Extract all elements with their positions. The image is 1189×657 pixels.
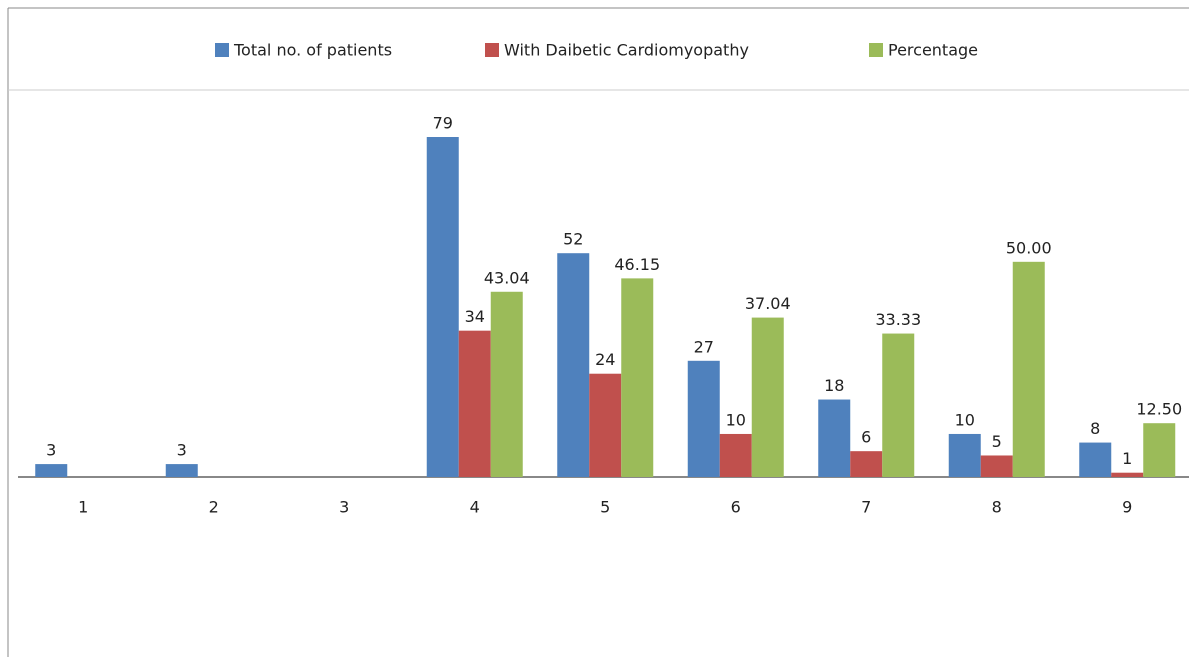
- data-label: 18: [824, 376, 844, 395]
- bar: [882, 333, 915, 477]
- data-label: 12.50: [1136, 400, 1182, 419]
- data-label: 3: [46, 441, 56, 460]
- x-tick-label: 3: [339, 498, 349, 517]
- data-label: 43.04: [484, 268, 530, 287]
- data-label: 27: [694, 337, 714, 356]
- bar: [1111, 472, 1144, 477]
- bar: [621, 278, 654, 477]
- x-tick-label: 7: [861, 498, 871, 517]
- bar: [490, 291, 523, 477]
- data-label: 46.15: [614, 255, 660, 274]
- data-label: 10: [955, 410, 975, 429]
- data-label: 34: [465, 307, 485, 326]
- legend-swatch: [485, 43, 499, 57]
- bar: [589, 373, 622, 477]
- bar: [948, 433, 981, 477]
- legend-label: Total no. of patients: [233, 41, 392, 60]
- data-label: 24: [595, 350, 615, 369]
- data-label: 50.00: [1006, 238, 1052, 257]
- x-tick-label: 6: [731, 498, 741, 517]
- bar: [458, 330, 491, 477]
- x-tick-label: 9: [1122, 498, 1132, 517]
- data-label: 10: [726, 410, 746, 429]
- data-label: 52: [563, 230, 583, 249]
- bar: [1079, 442, 1112, 477]
- data-label: 3: [177, 441, 187, 460]
- x-tick-label: 4: [470, 498, 480, 517]
- data-label: 33.33: [875, 310, 921, 329]
- bar: [687, 360, 720, 477]
- data-label: 5: [992, 432, 1002, 451]
- data-label: 8: [1090, 419, 1100, 438]
- bar: [818, 399, 851, 477]
- bar: [1143, 423, 1176, 477]
- legend-swatch: [215, 43, 229, 57]
- bar: [980, 455, 1013, 477]
- x-tick-label: 1: [78, 498, 88, 517]
- data-label: 6: [861, 428, 871, 447]
- x-tick-label: 5: [600, 498, 610, 517]
- bar: [719, 433, 752, 477]
- bar: [751, 317, 784, 477]
- data-label: 1: [1122, 449, 1132, 468]
- bar: [850, 451, 883, 477]
- bar: [557, 253, 590, 477]
- legend-label: With Daibetic Cardiomyopathy: [504, 41, 749, 60]
- x-tick-label: 2: [209, 498, 219, 517]
- bar: [35, 464, 68, 477]
- legend-label: Percentage: [888, 41, 978, 60]
- x-tick-label: 8: [992, 498, 1002, 517]
- data-label: 79: [433, 114, 453, 133]
- bar: [1012, 261, 1045, 477]
- bar: [165, 464, 198, 477]
- bar: [426, 137, 459, 477]
- data-label: 37.04: [745, 294, 791, 313]
- legend-swatch: [869, 43, 883, 57]
